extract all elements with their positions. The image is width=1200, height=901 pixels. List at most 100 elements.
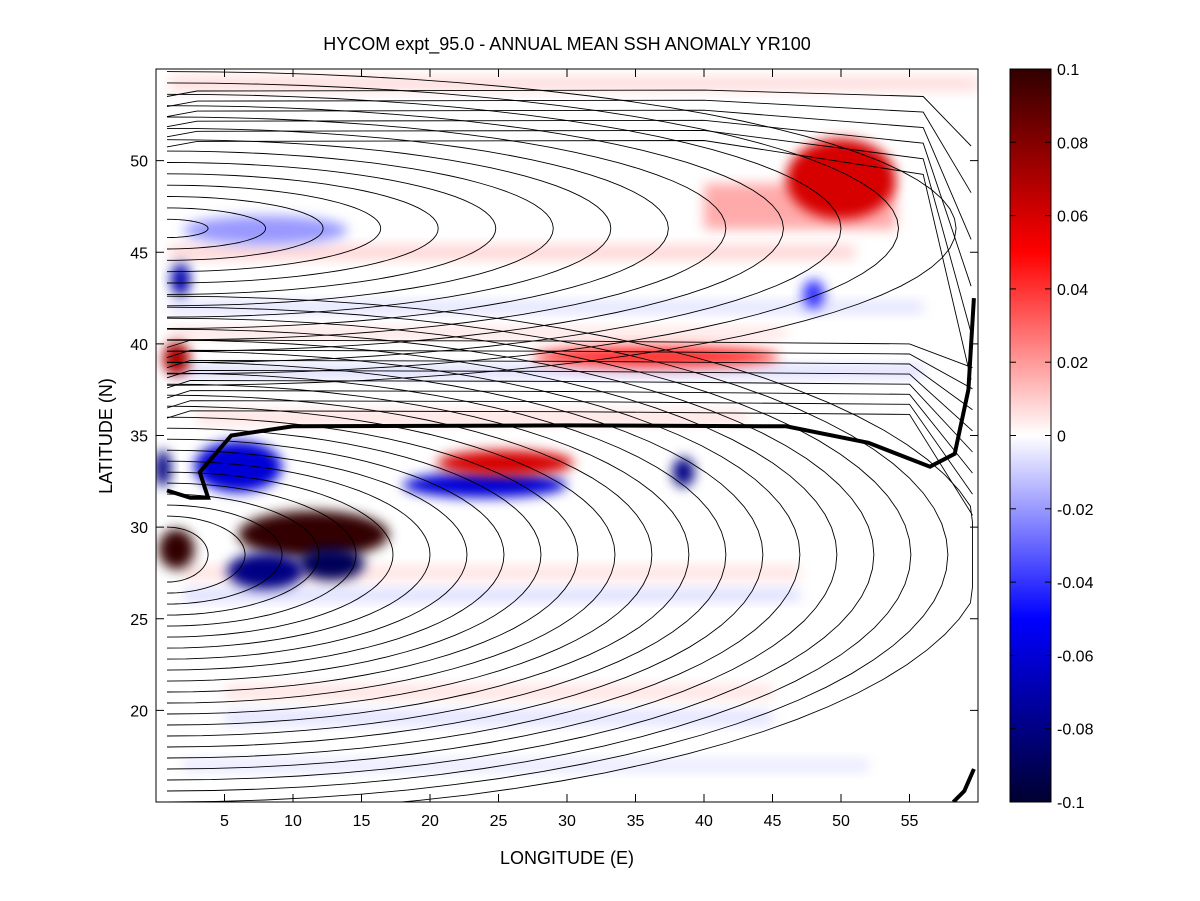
contour-line xyxy=(166,383,690,726)
contour-line xyxy=(166,369,973,432)
contour-line xyxy=(166,71,957,386)
y-tick-label: 50 xyxy=(130,154,148,171)
contour-lines xyxy=(166,71,976,802)
x-tick-label: 50 xyxy=(832,813,850,830)
contour-line xyxy=(166,438,505,671)
contour-line xyxy=(166,328,875,781)
colorbar-tick-label: 0.06 xyxy=(1057,209,1088,226)
contour-line xyxy=(166,416,579,693)
x-tick-label: 15 xyxy=(353,813,371,830)
contour-line xyxy=(166,380,973,453)
contour-line xyxy=(166,207,267,250)
contour-line xyxy=(166,427,542,682)
colorbar-tick-label: -0.08 xyxy=(1057,722,1094,739)
colorbar-tick-label: 0.08 xyxy=(1057,135,1088,152)
contour-line xyxy=(166,184,382,273)
x-axis-label: LONGITUDE (E) xyxy=(500,848,634,868)
colorbar xyxy=(1009,68,1052,803)
contour-line xyxy=(166,140,972,380)
contour-line xyxy=(166,119,972,287)
contour-line xyxy=(166,173,439,284)
contour-line xyxy=(166,361,764,748)
chart-title: HYCOM expt_95.0 - ANNUAL MEAN SSH ANOMAL… xyxy=(323,34,811,55)
anomaly-blob xyxy=(227,552,304,590)
colorbar-tick-label: 0.1 xyxy=(1057,62,1079,79)
anomaly-band xyxy=(224,710,773,726)
contour-line xyxy=(166,410,973,516)
y-tick-label: 30 xyxy=(130,520,148,537)
anomaly-band xyxy=(169,244,855,260)
colorbar-tick-label: -0.1 xyxy=(1057,795,1085,812)
plot-content xyxy=(156,71,978,802)
contour-line xyxy=(166,449,468,660)
contour-line xyxy=(167,218,209,239)
contour-line xyxy=(166,129,972,334)
contour-line xyxy=(166,162,497,295)
colorbar-tick-label: -0.06 xyxy=(1057,648,1094,665)
contour-line xyxy=(166,526,209,583)
zero-contour xyxy=(951,768,976,802)
colorbar-tick-label: 0.04 xyxy=(1057,282,1088,299)
contour-line xyxy=(166,394,653,715)
contour-line xyxy=(166,493,320,616)
contour-line xyxy=(166,93,842,364)
x-tick-label: 35 xyxy=(627,813,645,830)
zero-contour xyxy=(166,297,976,500)
contour-line xyxy=(166,89,972,147)
anomaly-blob xyxy=(238,510,389,559)
contour-line xyxy=(166,196,324,261)
x-tick-label: 30 xyxy=(558,813,576,830)
anomaly-blob xyxy=(436,450,574,476)
anomaly-blob xyxy=(786,138,896,220)
anomaly-blob xyxy=(158,528,195,570)
anomaly-blob xyxy=(672,457,695,487)
contour-line xyxy=(166,504,283,605)
colorbar-tick-label: -0.04 xyxy=(1057,575,1094,592)
contour-line xyxy=(166,139,612,318)
colorbar-tick-label: 0.02 xyxy=(1057,355,1088,372)
contour-line xyxy=(166,339,838,770)
y-tick-label: 25 xyxy=(130,612,148,629)
anomaly-blob xyxy=(156,450,172,487)
anomaly-band xyxy=(183,588,800,602)
x-tick-label: 55 xyxy=(901,813,919,830)
anomaly-band xyxy=(183,758,869,772)
x-tick-label: 10 xyxy=(284,813,302,830)
anomaly-blob xyxy=(298,547,365,581)
contour-line xyxy=(166,109,972,240)
contour-line xyxy=(166,400,973,495)
contour-line xyxy=(166,349,973,390)
contour-line xyxy=(166,317,912,792)
x-tick-label: 20 xyxy=(421,813,439,830)
contour-line xyxy=(166,372,727,737)
contour-line xyxy=(166,350,801,759)
y-axis-label: LATITUDE (N) xyxy=(96,378,116,494)
y-tick-label: 45 xyxy=(130,245,148,262)
contour-line xyxy=(166,515,246,594)
anomaly-blob xyxy=(402,472,567,498)
contour-line xyxy=(166,150,554,307)
contour-line xyxy=(166,82,899,375)
contour-line xyxy=(166,127,669,329)
contour-line xyxy=(166,339,973,369)
anomaly-blob xyxy=(171,263,191,297)
colorbar-ticks: 0.1 0.08 0.06 0.04 0.02 0 -0.02 -0.04 -0.06 -0.08… xyxy=(1010,62,1094,812)
contour-line xyxy=(166,460,431,649)
contour-line xyxy=(166,471,394,638)
contour-line xyxy=(166,359,973,411)
anomaly-blob xyxy=(532,345,780,368)
y-tick-label: 20 xyxy=(130,703,148,720)
contour-line xyxy=(166,390,973,474)
anomaly-blob xyxy=(802,279,825,310)
x-tick-label: 45 xyxy=(764,813,782,830)
x-tick-label: 25 xyxy=(490,813,508,830)
contour-line xyxy=(166,105,784,352)
anomaly-band xyxy=(169,76,978,91)
contour-line xyxy=(166,482,357,627)
x-axis-ticks: 5 10 15 20 25 30 35 40 45 50 55 xyxy=(220,69,919,830)
colorbar-tick-label: -0.02 xyxy=(1057,502,1094,519)
colorbar-tick-label: 0 xyxy=(1057,429,1066,446)
anomaly-band xyxy=(169,327,787,339)
anomaly-band xyxy=(224,684,773,700)
x-tick-label: 5 xyxy=(220,813,229,830)
